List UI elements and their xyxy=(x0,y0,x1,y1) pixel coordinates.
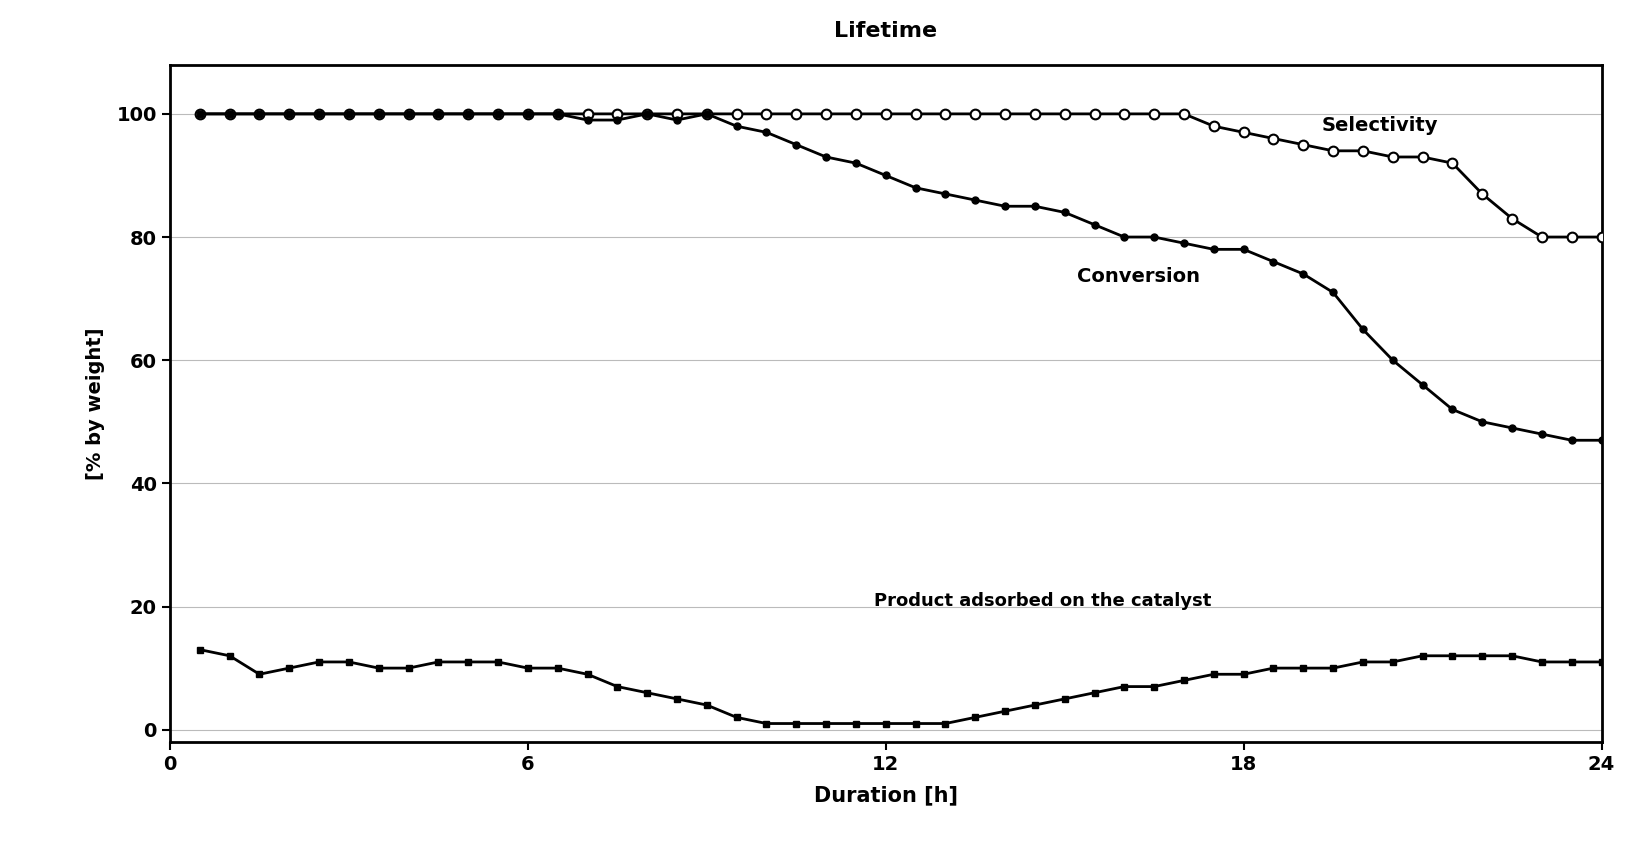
Text: Conversion: Conversion xyxy=(1076,267,1199,287)
Y-axis label: [% by weight]: [% by weight] xyxy=(87,327,105,480)
Title: Lifetime: Lifetime xyxy=(834,21,937,40)
Text: Product adsorbed on the catalyst: Product adsorbed on the catalyst xyxy=(874,592,1211,609)
X-axis label: Duration [h]: Duration [h] xyxy=(813,786,957,805)
Text: Selectivity: Selectivity xyxy=(1322,116,1438,136)
